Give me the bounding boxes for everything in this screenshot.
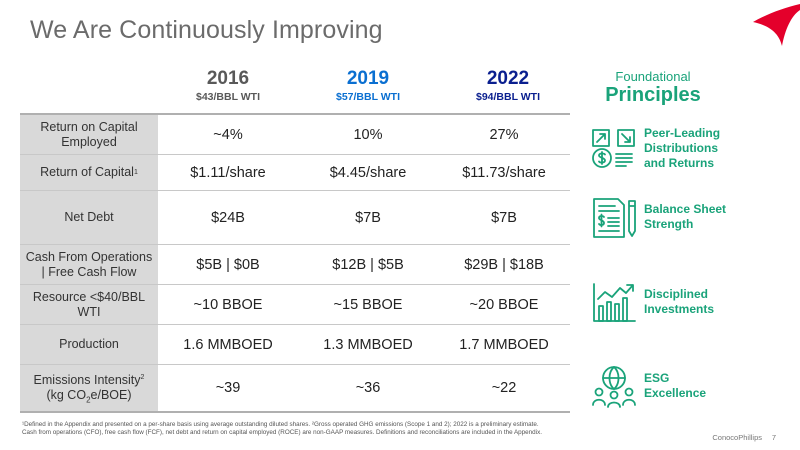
cell-2016: $1.11/share xyxy=(190,164,266,181)
footnote: ¹Defined in the Appendix and presented o… xyxy=(22,421,742,437)
principle-investments: Disciplined Investments xyxy=(590,280,714,324)
column-header-2019: 2019 $57/BBL WTI xyxy=(298,68,438,104)
cell-2019: $12B | $5B xyxy=(332,256,404,273)
balance-sheet-icon xyxy=(593,198,636,238)
column-price: $57/BBL WTI xyxy=(336,91,400,103)
cell-2019: 10% xyxy=(353,126,383,143)
cell-2016: $24B xyxy=(211,209,245,226)
cell-2022: 1.7 MMBOED xyxy=(459,336,549,353)
principle-line: Peer-Leading xyxy=(644,126,721,140)
footer-brand: ConocoPhillips xyxy=(712,433,762,442)
row-label-unit-b: e/BOE) xyxy=(90,388,132,402)
table-row: Production 1.6 MMBOED 1.3 MMBOED 1.7 MMB… xyxy=(20,325,570,365)
row-label: Resource <$40/BBL WTI xyxy=(20,285,158,324)
row-label: Return on Capital Employed xyxy=(20,115,158,154)
cell-2019: $7B xyxy=(355,209,381,226)
principle-line: Distributions xyxy=(644,141,718,155)
esg-icon xyxy=(592,366,636,408)
row-label-text: Return of Capital xyxy=(40,165,134,179)
cell-2022: $11.73/share xyxy=(462,164,546,181)
cell-2016: $5B | $0B xyxy=(196,256,260,273)
column-header-2022: 2022 $94/BBL WTI xyxy=(438,68,578,104)
principle-line: Excellence xyxy=(644,386,707,400)
column-price: $43/BBL WTI xyxy=(196,91,260,103)
cell-2022: ~22 xyxy=(491,380,517,396)
column-year: 2022 xyxy=(486,68,530,89)
principle-line: ESG xyxy=(644,371,670,385)
principle-line: Balance Sheet xyxy=(644,202,727,216)
row-label: Emissions Intensity2 (kg CO2e/BOE) xyxy=(20,365,158,411)
distributions-icon xyxy=(592,128,635,168)
row-label-text: Emissions Intensity xyxy=(33,373,141,387)
row-label: Return of Capital 1 xyxy=(20,155,158,190)
page-number: 7 xyxy=(771,433,776,442)
cell-2022: $29B | $18B xyxy=(464,256,544,273)
cell-2019: ~36 xyxy=(355,380,381,396)
table-row: Cash From Operations | Free Cash Flow $5… xyxy=(20,245,570,285)
column-header-2016: 2016 $43/BBL WTI xyxy=(158,68,298,104)
row-label: Cash From Operations | Free Cash Flow xyxy=(20,245,158,284)
company-logo-icon xyxy=(753,4,800,46)
table-row: Return of Capital 1 $1.11/share $4.45/sha… xyxy=(20,155,570,191)
principle-esg: ESG Excellence xyxy=(590,364,706,408)
table-row: Net Debt $24B $7B $7B xyxy=(20,191,570,245)
column-year: 2019 xyxy=(346,68,390,89)
principle-line: Investments xyxy=(644,302,715,316)
row-label: Net Debt xyxy=(20,191,158,244)
footnote-marker: 2 xyxy=(140,373,145,381)
cell-2016: 1.6 MMBOED xyxy=(183,336,273,353)
subscript: 2 xyxy=(86,395,91,405)
cell-2016: ~10 BBOE xyxy=(193,296,263,313)
principle-label: Balance Sheet Strength xyxy=(644,202,726,232)
principles-title: Principles xyxy=(605,84,701,106)
growth-chart-icon xyxy=(593,283,636,322)
principle-distributions: Peer-Leading Distributions and Returns xyxy=(590,126,720,171)
cell-2019: 1.3 MMBOED xyxy=(323,336,413,353)
footnote-line: ¹Defined in the Appendix and presented o… xyxy=(22,421,539,428)
row-label-unit-a: (kg CO xyxy=(46,388,87,402)
principle-line: and Returns xyxy=(644,156,715,170)
principles-header: Foundational Principles xyxy=(588,69,718,106)
principle-label: ESG Excellence xyxy=(644,371,706,401)
column-price: $94/BBL WTI xyxy=(476,91,540,103)
table-row: Emissions Intensity2 (kg CO2e/BOE) ~39 ~… xyxy=(20,365,570,413)
table-row: Return on Capital Employed ~4% 10% 27% xyxy=(20,115,570,155)
principle-label: Disciplined Investments xyxy=(644,287,714,317)
page-title: We Are Continuously Improving xyxy=(30,16,383,44)
principles-subtitle: Foundational xyxy=(615,69,691,84)
principle-label: Peer-Leading Distributions and Returns xyxy=(644,126,720,171)
principle-line: Disciplined xyxy=(644,287,709,301)
cell-2019: $4.45/share xyxy=(329,164,407,181)
row-label: Production xyxy=(20,325,158,364)
cell-2016: ~39 xyxy=(215,380,241,396)
cell-2016: ~4% xyxy=(213,126,243,143)
column-year: 2016 xyxy=(206,68,250,89)
cell-2019: ~15 BBOE xyxy=(333,296,403,313)
cell-2022: $7B xyxy=(491,209,517,226)
table-row: Resource <$40/BBL WTI ~10 BBOE ~15 BBOE … xyxy=(20,285,570,325)
principle-line: Strength xyxy=(644,217,694,231)
comparison-table: Return on Capital Employed ~4% 10% 27% R… xyxy=(20,113,570,413)
principle-balance-sheet: Balance Sheet Strength xyxy=(590,195,726,239)
footnote-line: Cash from operations (CFO), free cash fl… xyxy=(22,429,542,436)
cell-2022: ~20 BBOE xyxy=(469,296,539,313)
cell-2022: 27% xyxy=(489,126,519,143)
